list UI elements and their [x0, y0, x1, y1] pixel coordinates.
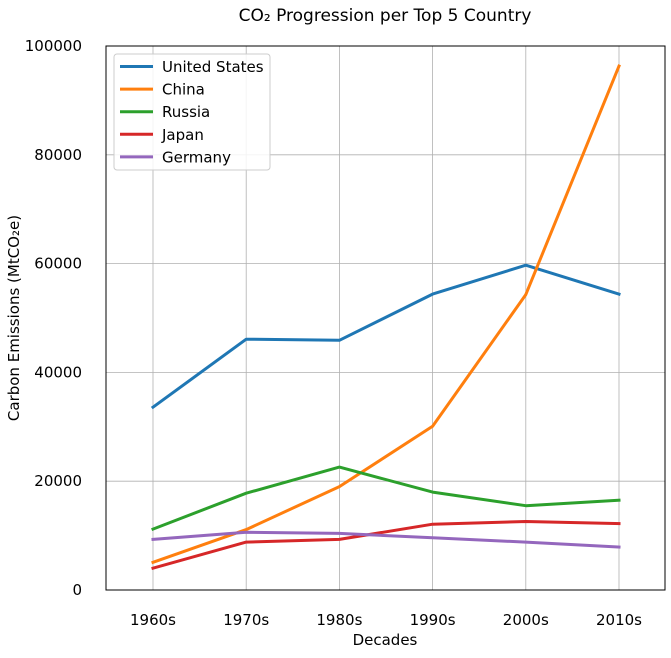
x-tick-label: 1990s	[410, 611, 456, 629]
y-tick-label: 40000	[34, 363, 82, 381]
series-line-united-states	[150, 263, 621, 410]
x-tick-label: 1960s	[130, 611, 176, 629]
series-lines	[150, 64, 621, 571]
legend-label: Japan	[161, 126, 204, 144]
legend-label: United States	[162, 58, 264, 76]
series-line-germany	[151, 530, 621, 549]
plot-frame	[105, 45, 666, 591]
y-axis-label: Carbon Emissions (MtCO₂e)	[5, 215, 23, 421]
y-tick-label: 80000	[34, 146, 82, 164]
x-tick-label: 1980s	[316, 611, 362, 629]
legend-label: Russia	[162, 103, 210, 121]
legend: United States China Russia Japan Germany	[113, 53, 271, 171]
x-tick-label: 1970s	[223, 611, 269, 629]
y-tick-label: 20000	[34, 472, 82, 490]
legend-box	[113, 53, 271, 171]
x-tick-label: 2000s	[503, 611, 549, 629]
series-line-china	[151, 64, 621, 565]
legend-label: Germany	[162, 148, 231, 166]
y-tick-label: 0	[72, 581, 82, 599]
y-tick-label: 60000	[34, 255, 82, 273]
x-tick-label: 2010s	[596, 611, 642, 629]
y-tick-label: 100000	[25, 37, 82, 55]
chart-title: CO₂ Progression per Top 5 Country	[239, 6, 532, 26]
x-axis-label: Decades	[353, 631, 418, 649]
legend-label: China	[162, 81, 205, 99]
axis-ticks: 1960s 1970s 1980s 1990s 2000s 2010s 0 20000 4000…	[25, 37, 642, 629]
series-line-japan	[151, 520, 621, 571]
series-line-russia	[151, 465, 621, 532]
